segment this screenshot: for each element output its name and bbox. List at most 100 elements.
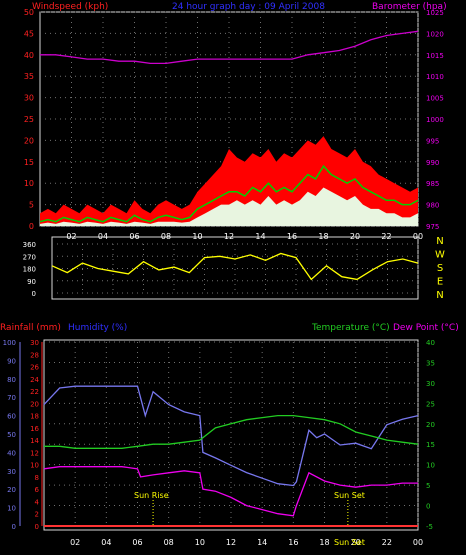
compass-letter: N — [436, 290, 443, 301]
p1-ytick-right: 990 — [426, 159, 439, 167]
p1-xtick: 08 — [161, 232, 171, 241]
p1-xtick: 20 — [350, 232, 360, 241]
p1-xtick: 10 — [192, 232, 202, 241]
p1-xtick: 18 — [318, 232, 328, 241]
p3-ytick-rain: 18 — [30, 413, 39, 421]
p3-xtick: 00 — [413, 538, 423, 547]
p1-ytick-left: 15 — [24, 158, 34, 167]
p3-ytick-humidity: 0 — [12, 523, 16, 531]
p1-xtick: 12 — [224, 232, 234, 241]
p2-ytick: 270 — [23, 253, 36, 261]
p3-ytick-temp: 20 — [426, 421, 435, 429]
p1-ytick-left: 0 — [29, 222, 34, 231]
p1-xtick: 00 — [413, 232, 423, 241]
p1-ytick-right: 1010 — [426, 73, 444, 81]
compass-letter: N — [436, 236, 443, 247]
temperature-line — [44, 414, 419, 449]
p1-ytick-right: 1025 — [426, 9, 444, 17]
baro-label: Barometer (hpa) — [372, 2, 447, 12]
p2-ytick: 0 — [32, 290, 36, 298]
p3-ytick-humidity: 90 — [7, 357, 16, 365]
p3-ytick-humidity: 80 — [7, 376, 16, 384]
panel2-series — [51, 252, 419, 281]
p3-ytick-temp: 15 — [426, 441, 435, 449]
p1-ytick-left: 50 — [24, 8, 34, 17]
panel1-axes: 0510152025303540455097598098599099510001… — [24, 8, 444, 241]
p1-ytick-right: 975 — [426, 223, 439, 231]
p1-ytick-right: 995 — [426, 137, 439, 145]
panel1-series — [39, 30, 419, 226]
p3-ytick-humidity: 70 — [7, 394, 16, 402]
sunset-label: Sun Set — [334, 491, 365, 500]
p1-xtick: 06 — [129, 232, 139, 241]
p3-ytick-rain: 22 — [30, 388, 39, 396]
panel2-axes: 0 90 180 270 360 — [23, 241, 36, 298]
p3-ytick-rain: 24 — [30, 376, 39, 384]
p3-ytick-temp: 35 — [426, 359, 435, 367]
p3-xtick: 04 — [101, 538, 111, 547]
p3-ytick-temp: 5 — [426, 482, 430, 490]
p3-xtick: 22 — [382, 538, 392, 547]
p1-ytick-left: 5 — [29, 201, 34, 210]
p3-xtick: 14 — [257, 538, 267, 547]
p3-xtick: 08 — [164, 538, 174, 547]
barometer-line — [40, 30, 419, 65]
p3-ytick-humidity: 60 — [7, 413, 16, 421]
p3-ytick-rain: 8 — [35, 474, 39, 482]
p1-xtick: 02 — [66, 232, 76, 241]
p1-ytick-left: 40 — [24, 51, 34, 60]
p3-ytick-temp: 30 — [426, 380, 435, 388]
p3-ytick-humidity: 40 — [7, 449, 16, 457]
p1-xtick: 22 — [381, 232, 391, 241]
p3-xtick: 10 — [195, 538, 205, 547]
p3-ytick-rain: 16 — [30, 425, 39, 433]
p2-ytick: 90 — [27, 278, 36, 286]
p3-xtick: 02 — [70, 538, 80, 547]
sunset-bottom-label: Sun Set — [334, 538, 365, 547]
p3-ytick-rain: 12 — [30, 449, 39, 457]
p1-ytick-right: 1000 — [426, 116, 444, 124]
p3-ytick-rain: 4 — [35, 498, 40, 506]
dewpoint-line — [43, 466, 418, 517]
temperature-label: Temperature (°C) — [311, 323, 390, 333]
p3-ytick-rain: 10 — [30, 462, 39, 470]
p3-ytick-humidity: 30 — [7, 468, 16, 476]
p1-ytick-left: 30 — [24, 94, 34, 103]
humidity-line — [43, 385, 419, 487]
p1-xtick: 04 — [98, 232, 108, 241]
wind-direction-line — [51, 252, 419, 281]
p3-xtick: 12 — [226, 538, 236, 547]
p3-ytick-rain: 14 — [30, 437, 39, 445]
p1-ytick-left: 10 — [24, 179, 34, 188]
p1-ytick-right: 985 — [426, 180, 439, 188]
p2-ytick: 180 — [23, 266, 36, 274]
p3-ytick-rain: 30 — [30, 339, 39, 347]
rain-label: Rainfall (mm) — [0, 323, 61, 333]
wind-label: Windspeed (kph) — [32, 2, 108, 12]
sunrise-label: Sun Rise — [134, 491, 169, 500]
p3-xtick: 18 — [319, 538, 329, 547]
p3-ytick-rain: 20 — [30, 400, 39, 408]
p3-ytick-temp: 25 — [426, 400, 435, 408]
p3-ytick-temp: 0 — [426, 503, 430, 511]
wind-average-line — [39, 164, 419, 223]
p3-ytick-humidity: 100 — [3, 339, 16, 347]
p3-ytick-temp: 40 — [426, 339, 435, 347]
wind-lull-area — [40, 187, 418, 226]
p1-ytick-right: 1015 — [426, 52, 444, 60]
panel2-grid — [52, 243, 419, 294]
p3-ytick-humidity: 50 — [7, 431, 16, 439]
p1-ytick-left: 35 — [24, 72, 34, 81]
p3-xtick: 20 — [351, 538, 361, 547]
panel3-frame — [43, 339, 419, 531]
p1-xtick: 16 — [287, 232, 297, 241]
p3-ytick-rain: 28 — [30, 351, 39, 359]
p1-ytick-left: 25 — [24, 115, 34, 124]
compass-letter: E — [437, 277, 443, 288]
p1-ytick-left: 45 — [24, 29, 34, 38]
compass-letter: W — [435, 250, 445, 261]
p3-ytick-rain: 0 — [35, 523, 39, 531]
chart-title: 24 hour graph day : 09 April 2008 — [172, 2, 325, 12]
